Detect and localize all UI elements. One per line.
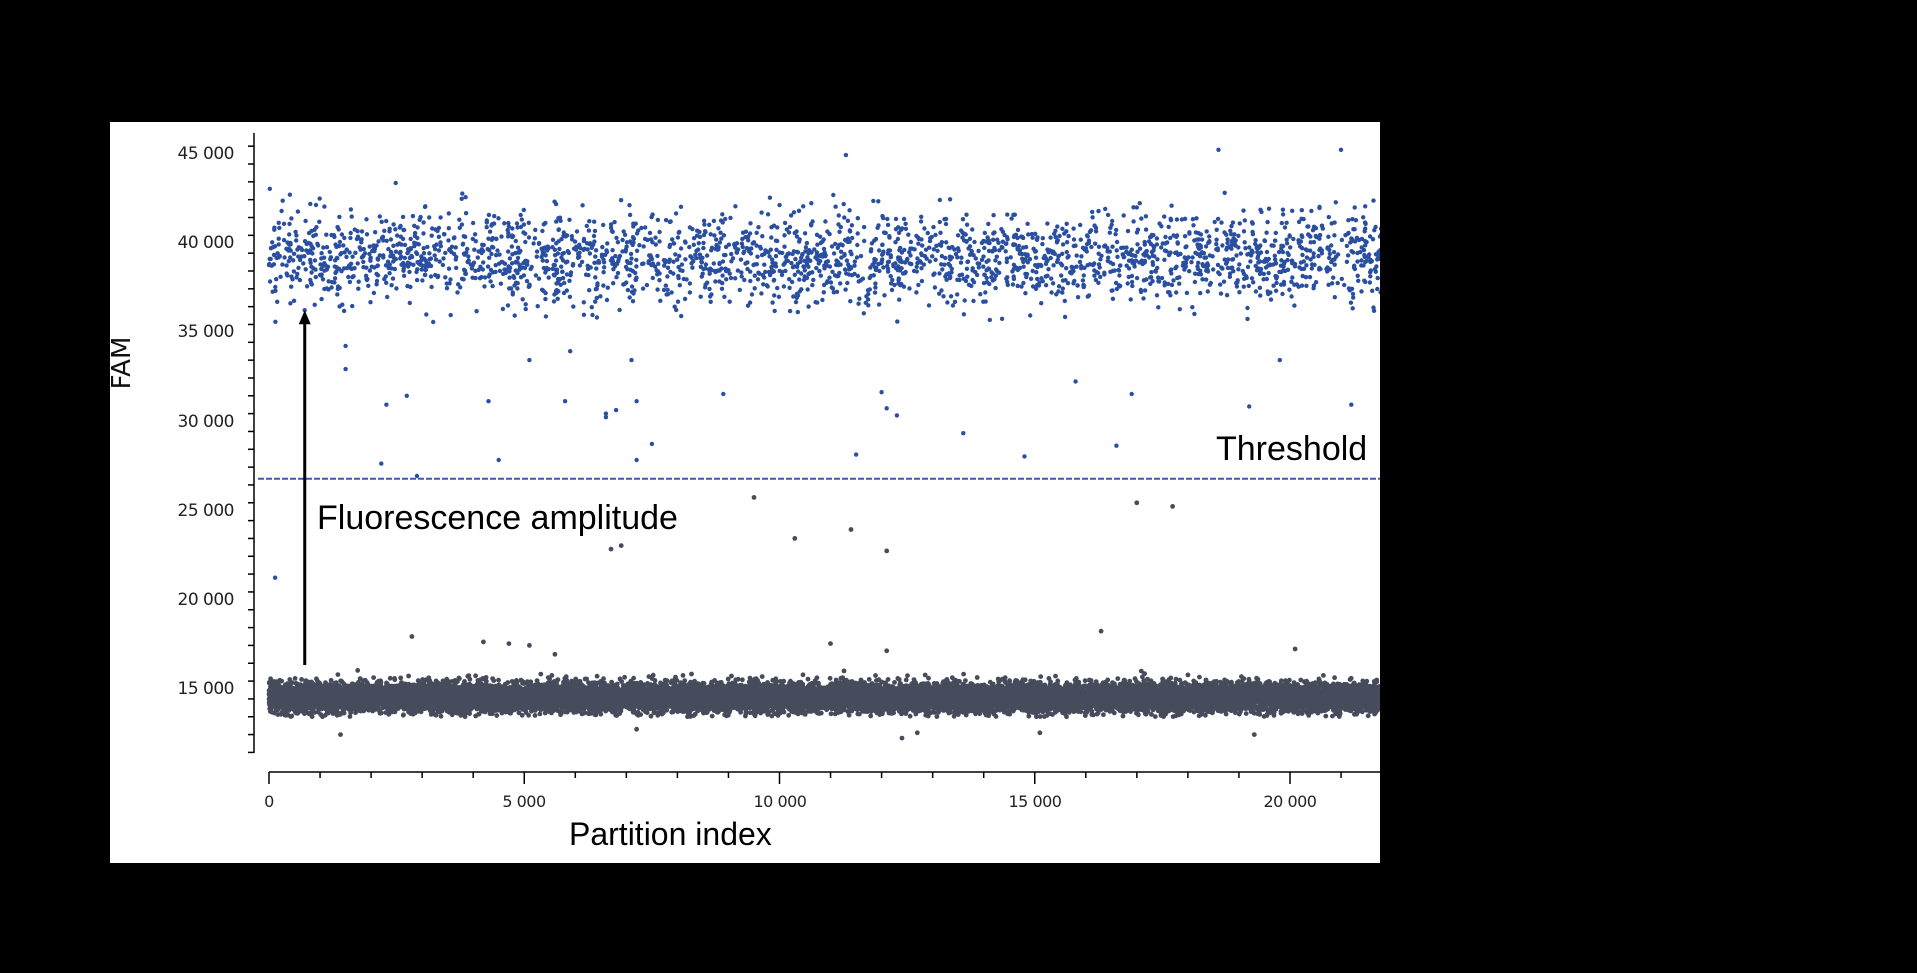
- x-tick-label-20000: 20 000: [1240, 792, 1340, 811]
- y-tick-label-20000: 20 000: [134, 590, 235, 610]
- x-tick-label-5000: 5 000: [474, 792, 574, 811]
- y-tick-label-45000: 45 000: [134, 144, 235, 164]
- x-tick-label-0: 0: [219, 792, 319, 811]
- x-tick-label-10000: 10 000: [730, 792, 830, 811]
- y-tick-label-15000: 15 000: [134, 679, 235, 699]
- y-axis-label: FAM: [110, 333, 137, 393]
- fluorescence-amplitude-label: Fluorescence amplitude: [317, 499, 678, 538]
- y-tick-label-30000: 30 000: [134, 412, 235, 432]
- positive-partitions-series: [266, 147, 1380, 580]
- x-axis-label: Partition index: [569, 816, 772, 853]
- chart-panel: FAM 45 000 40 000 35 000 30 000 25 000 2…: [110, 122, 1380, 863]
- x-axis: [268, 771, 1380, 784]
- y-tick-label-35000: 35 000: [134, 322, 235, 342]
- threshold-label: Threshold: [1216, 430, 1367, 469]
- x-tick-label-15000: 15 000: [985, 792, 1085, 811]
- negative-partitions-series: [266, 495, 1380, 741]
- fluorescence-amplitude-arrow: [298, 310, 311, 666]
- scatter-plot: [248, 133, 1380, 784]
- y-axis: [248, 133, 255, 754]
- y-tick-label-25000: 25 000: [134, 501, 235, 521]
- y-tick-label-40000: 40 000: [134, 233, 235, 253]
